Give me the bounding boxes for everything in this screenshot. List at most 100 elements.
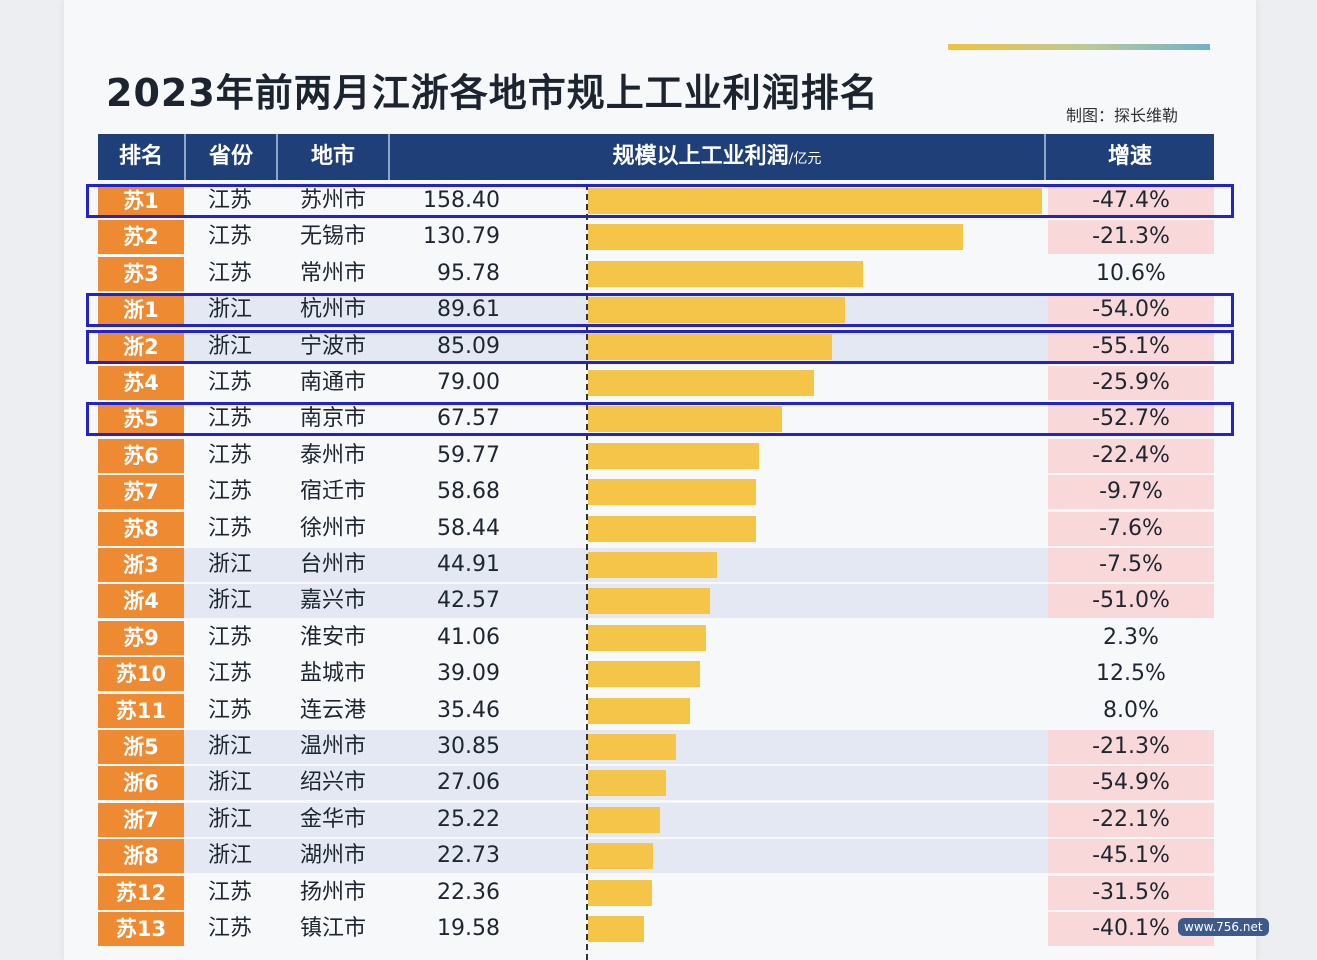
table-row: 苏7 江苏 宿迁市 58.68 -9.7% bbox=[98, 475, 1214, 509]
profit-bar bbox=[588, 297, 845, 323]
city-cell: 宁波市 bbox=[299, 334, 366, 359]
growth-cell: -22.4% bbox=[1048, 439, 1214, 473]
value-label: 41.06 bbox=[437, 625, 500, 650]
table-row: 浙3 浙江 台州市 44.91 -7.5% bbox=[98, 548, 1214, 582]
profit-bar bbox=[588, 916, 645, 942]
city-cell: 淮安市 bbox=[299, 625, 366, 650]
province-cell: 江苏 bbox=[207, 406, 252, 431]
city-cell: 连云港 bbox=[299, 698, 366, 723]
city-cell: 嘉兴市 bbox=[299, 588, 366, 613]
rank-badge: 苏1 bbox=[98, 184, 184, 218]
table-row: 苏2 江苏 无锡市 130.79 -21.3% bbox=[98, 220, 1214, 254]
province-cell: 江苏 bbox=[207, 625, 252, 650]
city-cell: 扬州市 bbox=[299, 880, 366, 905]
header-city: 地市 bbox=[310, 144, 355, 169]
province-cell: 江苏 bbox=[207, 370, 252, 395]
profit-bar bbox=[588, 406, 782, 432]
value-label: 22.73 bbox=[437, 843, 500, 868]
watermark: www.756.net bbox=[1178, 918, 1269, 936]
profit-bar bbox=[588, 370, 815, 396]
growth-cell: 10.6% bbox=[1096, 261, 1166, 286]
profit-bar bbox=[588, 516, 756, 542]
growth-cell: -7.6% bbox=[1048, 512, 1214, 546]
rank-badge: 苏9 bbox=[98, 621, 184, 655]
profit-bar bbox=[588, 807, 661, 833]
header-growth: 增速 bbox=[1107, 144, 1152, 169]
rank-badge: 浙4 bbox=[98, 584, 184, 618]
value-label: 27.06 bbox=[437, 770, 500, 795]
value-label: 42.57 bbox=[437, 588, 500, 613]
highlight-box bbox=[86, 402, 1234, 436]
city-cell: 湖州市 bbox=[299, 843, 366, 868]
rank-badge: 苏11 bbox=[98, 694, 184, 728]
header-divider bbox=[276, 134, 278, 180]
value-label: 95.78 bbox=[437, 261, 500, 286]
table-row: 苏9 江苏 淮安市 41.06 2.3% bbox=[98, 621, 1214, 655]
header-province: 省份 bbox=[208, 144, 253, 169]
growth-cell: -47.4% bbox=[1048, 184, 1214, 218]
province-cell: 浙江 bbox=[207, 807, 252, 832]
province-cell: 浙江 bbox=[207, 734, 252, 759]
highlight-box bbox=[86, 293, 1234, 327]
rank-badge: 苏12 bbox=[98, 876, 184, 910]
highlight-box bbox=[86, 330, 1234, 364]
province-cell: 江苏 bbox=[207, 224, 252, 249]
city-cell: 盐城市 bbox=[299, 661, 366, 686]
province-cell: 江苏 bbox=[207, 188, 252, 213]
chart-title: 2023年前两月江浙各地市规上工业利润排名 bbox=[106, 71, 879, 115]
province-cell: 江苏 bbox=[207, 479, 252, 504]
chart-credit: 制图：探长维勒 bbox=[1066, 106, 1179, 125]
table-row: 苏4 江苏 南通市 79.00 -25.9% bbox=[98, 366, 1214, 400]
city-cell: 徐州市 bbox=[299, 516, 366, 541]
province-cell: 浙江 bbox=[207, 588, 252, 613]
row-background bbox=[98, 839, 1214, 873]
value-label: 85.09 bbox=[437, 334, 500, 359]
rank-badge: 苏8 bbox=[98, 512, 184, 546]
rank-badge: 苏4 bbox=[98, 366, 184, 400]
city-cell: 温州市 bbox=[299, 734, 366, 759]
growth-cell: -51.0% bbox=[1048, 584, 1214, 618]
header-divider bbox=[1044, 134, 1046, 180]
city-cell: 南通市 bbox=[299, 370, 366, 395]
growth-cell: -55.1% bbox=[1048, 330, 1214, 364]
city-cell: 宿迁市 bbox=[299, 479, 366, 504]
growth-cell: 2.3% bbox=[1103, 625, 1159, 650]
value-label: 22.36 bbox=[437, 880, 500, 905]
value-label: 19.58 bbox=[437, 916, 500, 941]
value-label: 58.44 bbox=[437, 516, 500, 541]
city-cell: 绍兴市 bbox=[299, 770, 366, 795]
profit-bar bbox=[588, 880, 653, 906]
table-row: 浙1 浙江 杭州市 89.61 -54.0% bbox=[98, 293, 1214, 327]
value-label: 89.61 bbox=[437, 297, 500, 322]
growth-cell: -21.3% bbox=[1048, 220, 1214, 254]
profit-bar bbox=[588, 843, 654, 869]
city-cell: 台州市 bbox=[299, 552, 366, 577]
value-label: 35.46 bbox=[437, 698, 500, 723]
header-divider bbox=[388, 134, 390, 180]
table-row: 浙8 浙江 湖州市 22.73 -45.1% bbox=[98, 839, 1214, 873]
city-cell: 无锡市 bbox=[299, 224, 366, 249]
growth-cell: 8.0% bbox=[1103, 698, 1159, 723]
profit-bar bbox=[588, 479, 757, 505]
table-row: 苏10 江苏 盐城市 39.09 12.5% bbox=[98, 657, 1214, 691]
highlight-box bbox=[86, 184, 1234, 218]
table-row: 浙4 浙江 嘉兴市 42.57 -51.0% bbox=[98, 584, 1214, 618]
profit-bar bbox=[588, 588, 710, 614]
province-cell: 浙江 bbox=[207, 297, 252, 322]
table-row: 浙7 浙江 金华市 25.22 -22.1% bbox=[98, 803, 1214, 837]
value-label: 59.77 bbox=[437, 443, 500, 468]
rank-badge: 苏2 bbox=[98, 220, 184, 254]
growth-cell: -54.0% bbox=[1048, 293, 1214, 327]
table-row: 苏11 江苏 连云港 35.46 8.0% bbox=[98, 694, 1214, 728]
table-row: 苏5 江苏 南京市 67.57 -52.7% bbox=[98, 402, 1214, 436]
province-cell: 江苏 bbox=[207, 916, 252, 941]
table-row: 苏13 江苏 镇江市 19.58 -40.1% bbox=[98, 912, 1214, 946]
growth-cell: -31.5% bbox=[1048, 876, 1214, 910]
bar-baseline bbox=[586, 184, 588, 960]
growth-cell: -52.7% bbox=[1048, 402, 1214, 436]
table-row: 苏1 江苏 苏州市 158.40 -47.4% bbox=[98, 184, 1214, 218]
value-label: 67.57 bbox=[437, 406, 500, 431]
city-cell: 金华市 bbox=[299, 807, 366, 832]
profit-bar bbox=[588, 661, 700, 687]
accent-line bbox=[948, 44, 1210, 50]
